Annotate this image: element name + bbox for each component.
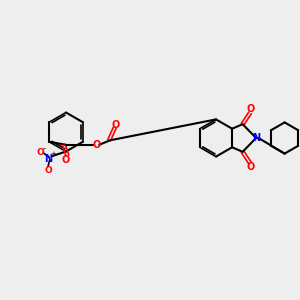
Text: N: N: [252, 133, 260, 143]
Text: +: +: [50, 152, 56, 158]
Text: O: O: [92, 140, 100, 150]
Text: O: O: [247, 104, 255, 114]
Text: O: O: [247, 162, 255, 172]
Text: O: O: [36, 148, 44, 157]
Text: O: O: [44, 166, 52, 175]
Text: N: N: [44, 154, 52, 164]
Text: O: O: [61, 155, 70, 165]
Text: O: O: [111, 120, 119, 130]
Text: -: -: [43, 145, 46, 154]
